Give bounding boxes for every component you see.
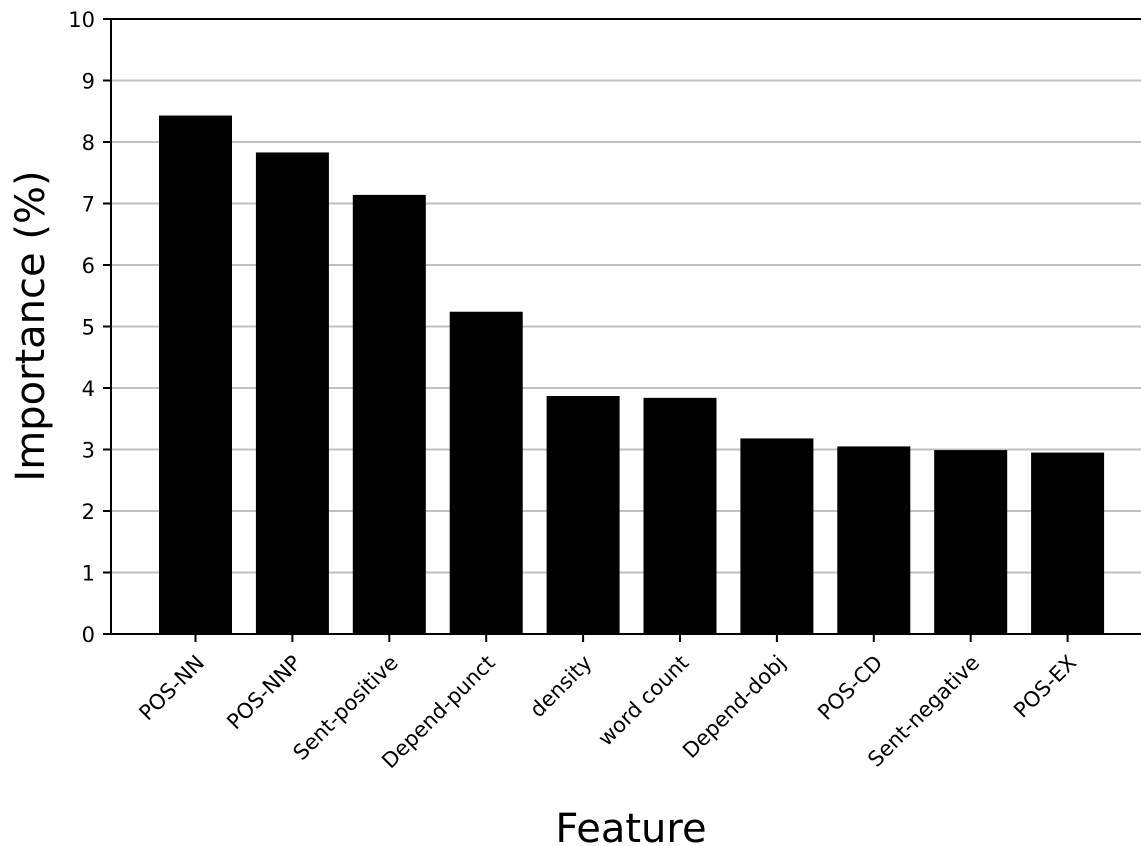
y-tick-label: 3 xyxy=(82,439,95,463)
bar xyxy=(837,446,911,634)
y-tick-label: 8 xyxy=(82,131,95,155)
bar xyxy=(449,311,523,634)
y-tick-label: 6 xyxy=(82,254,95,278)
bar xyxy=(934,450,1008,634)
y-ticks: 0 1 2 3 4 5 6 7 8 9 10 xyxy=(68,8,111,647)
y-tick-label: 9 xyxy=(82,70,95,94)
y-tick-label: 4 xyxy=(82,377,95,401)
y-tick-label: 0 xyxy=(82,623,95,647)
y-tick-label: 5 xyxy=(82,316,95,340)
bars xyxy=(159,115,1105,635)
y-tick-label: 1 xyxy=(82,562,95,586)
x-axis-title: Feature xyxy=(555,806,706,846)
bar xyxy=(1031,452,1105,634)
bar xyxy=(546,395,620,634)
bar xyxy=(159,115,232,635)
y-axis-title: Importance (%) xyxy=(8,170,54,481)
y-tick-label: 10 xyxy=(68,8,95,32)
y-tick-label: 7 xyxy=(82,193,95,217)
bar xyxy=(643,397,717,634)
bar xyxy=(255,152,329,634)
bar xyxy=(740,438,814,634)
y-tick-label: 2 xyxy=(82,500,95,524)
bar xyxy=(352,194,426,634)
